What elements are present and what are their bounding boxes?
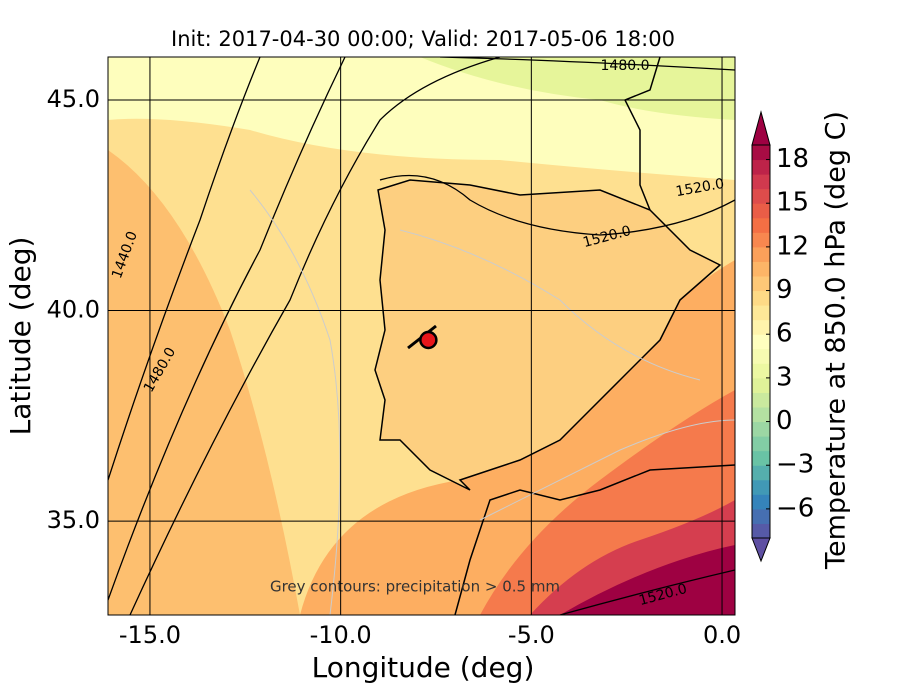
colorbar-band (752, 290, 770, 306)
colorbar-tick-label: 3 (776, 362, 793, 392)
colorbar-band (752, 363, 770, 379)
colorbar-band (752, 421, 770, 437)
colorbar-band (752, 232, 770, 248)
y-tick-label: 40.0 (47, 296, 100, 324)
x-axis-label: Longitude (deg) (312, 651, 535, 684)
colorbar-band (752, 217, 770, 233)
colorbar-band (752, 407, 770, 423)
colorbar-band (752, 523, 770, 539)
annotation: Grey contours: precipitation > 0.5 mm (270, 578, 560, 596)
colorbar-band (752, 203, 770, 219)
location-marker (419, 330, 438, 350)
colorbar-band (752, 261, 770, 277)
map-field (108, 57, 735, 615)
colorbar-extend-bottom (751, 537, 771, 563)
colorbar-band (752, 159, 770, 175)
colorbar-band (752, 348, 770, 364)
colorbar-band (752, 174, 770, 190)
colorbar-band (752, 436, 770, 452)
colorbar-tick-label: 18 (776, 144, 809, 174)
colorbar-band (752, 494, 770, 510)
colorbar-band (752, 479, 770, 495)
colorbar-band (752, 305, 770, 321)
colorbar-band (752, 145, 770, 161)
colorbar-band (752, 450, 770, 466)
colorbar-band (752, 508, 770, 524)
colorbar-band (752, 246, 770, 262)
colorbar-tick-label: 0 (776, 406, 793, 436)
colorbar-band (752, 276, 770, 292)
colorbar-label: Temperature at 850.0 hPa (deg C) (821, 111, 852, 570)
colorbar-tick-label: 15 (776, 188, 809, 218)
y-tick-label: 35.0 (47, 506, 100, 534)
colorbar-tick-label: 9 (776, 275, 793, 305)
x-tick-label: -15.0 (119, 621, 181, 649)
colorbar-band (752, 319, 770, 335)
x-tick-label: 0.0 (703, 621, 741, 649)
colorbar-tick-label: 6 (776, 319, 793, 349)
y-axis-label: Latitude (deg) (4, 237, 37, 436)
contour-label: 1480.0 (601, 58, 650, 74)
y-tick-label: 45.0 (47, 85, 100, 113)
colorbar-extend-top (751, 110, 771, 146)
title: Init: 2017-04-30 00:00; Valid: 2017-05-0… (171, 27, 675, 51)
x-tick-label: -10.0 (310, 621, 372, 649)
colorbar-tick-label: 12 (776, 231, 809, 261)
colorbar-tick-label: −6 (776, 493, 814, 523)
colorbar-band (752, 188, 770, 204)
colorbar-tick-label: −3 (776, 450, 814, 480)
axes-frame (107, 56, 736, 616)
colorbar-band (752, 377, 770, 393)
colorbar-frame (751, 144, 771, 539)
x-tick-label: -5.0 (508, 621, 555, 649)
colorbar-band (752, 465, 770, 481)
colorbar-band (752, 392, 770, 408)
colorbar-band (752, 334, 770, 350)
